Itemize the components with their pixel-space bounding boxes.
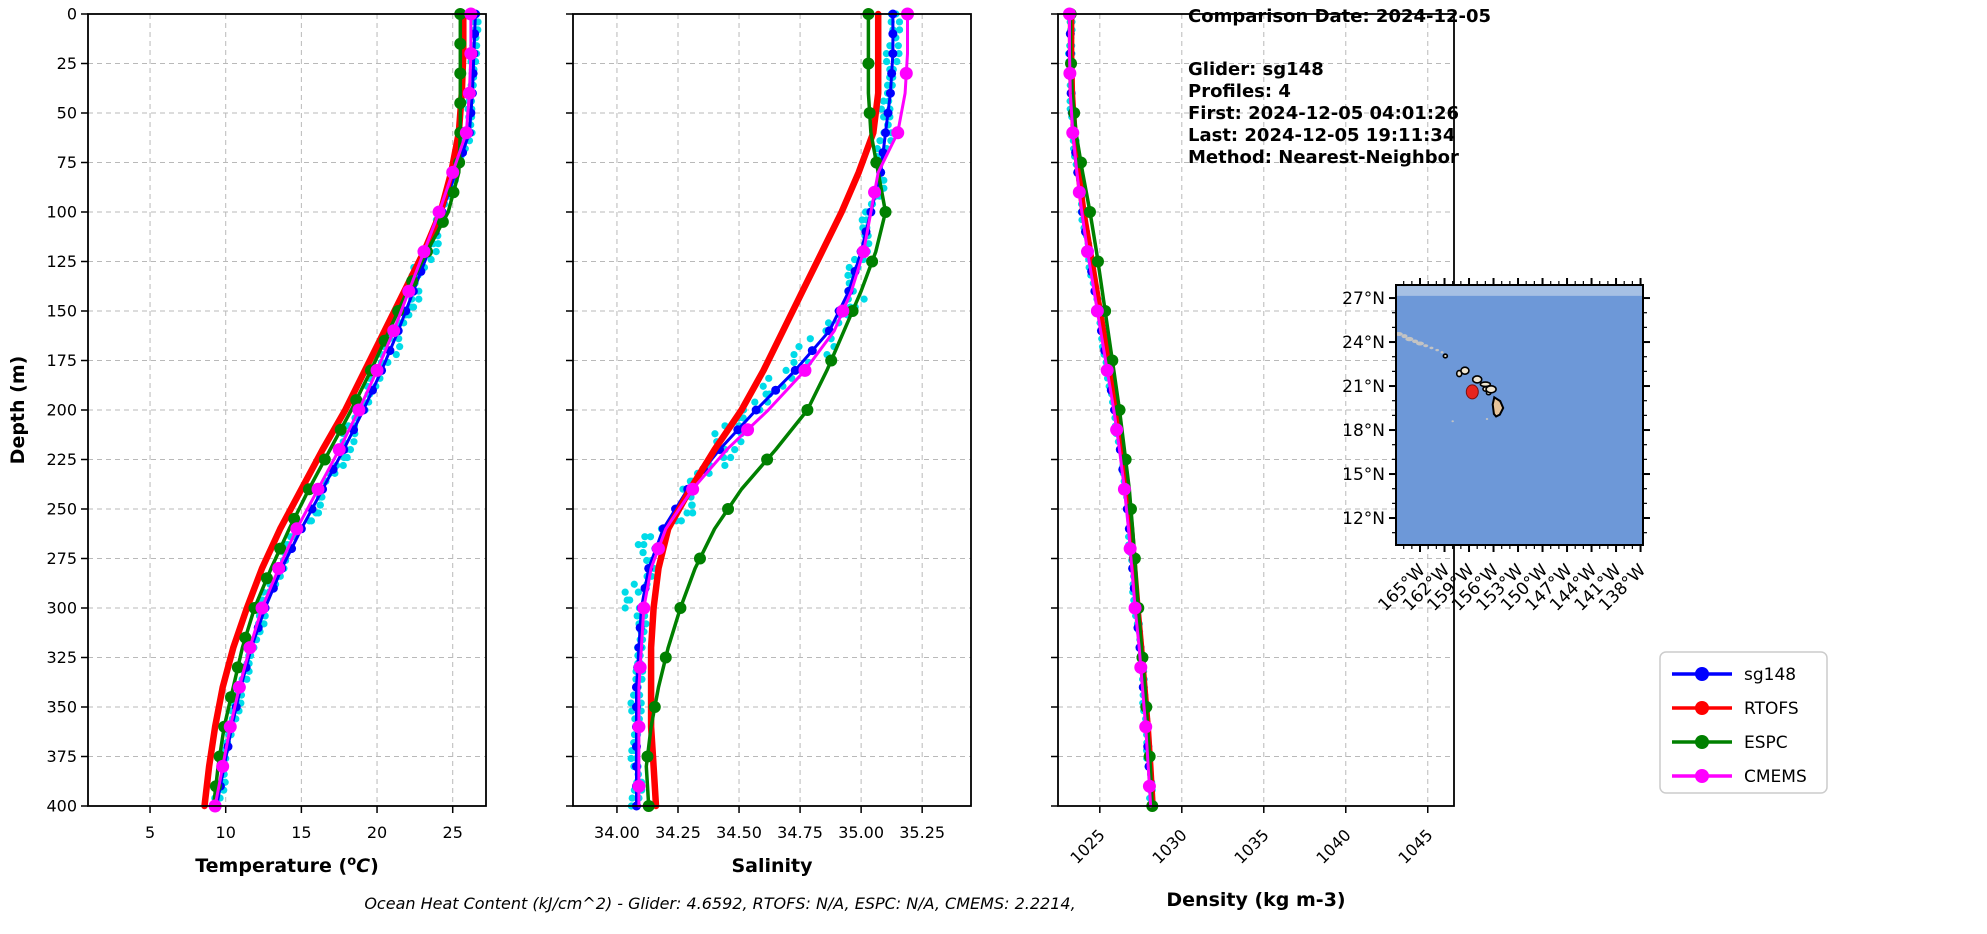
map-ticks <box>1389 278 1650 552</box>
north-ocean-band <box>1396 285 1643 296</box>
map-lat-tick-label: 21°N <box>1342 377 1385 397</box>
y-tick-label: 250 <box>46 500 77 519</box>
temperature-panel: 5 10 15 20 250255075100125150175200225250275… <box>7 5 487 877</box>
y-tick-label: 325 <box>46 648 77 667</box>
island-nihoa <box>1442 353 1449 359</box>
shoal-patch <box>1440 351 1444 354</box>
temperature-series-ESPC <box>209 8 467 808</box>
x-tick-label: 25 <box>443 823 463 842</box>
last-profile-time-text: Last: 2024-12-05 19:11:34 <box>1188 125 1456 146</box>
y-tick-label: 125 <box>46 252 77 271</box>
y-tick-label: 25 <box>57 54 77 73</box>
shoal-patch <box>1405 336 1414 342</box>
legend-marker-icon <box>1695 701 1709 715</box>
y-tick-label: 50 <box>57 104 77 123</box>
legend-entry-sg148: sg148 <box>1672 665 1796 685</box>
temperature-series-RTOFS <box>201 10 467 810</box>
depth-axis-label: Depth (m) <box>7 356 29 465</box>
ocean-heat-content-note: Ocean Heat Content (kJ/cm^2) - Glider: 4… <box>364 894 1076 913</box>
glider-position-marker <box>1465 384 1479 400</box>
ocean-area <box>1396 285 1643 545</box>
legend-entry-cmems: CMEMS <box>1672 767 1807 787</box>
legend-label: RTOFS <box>1744 699 1799 719</box>
y-tick-label: 200 <box>46 401 77 420</box>
profiles-count-text: Profiles: 4 <box>1188 81 1291 102</box>
legend-marker-icon <box>1695 769 1709 783</box>
y-tick-label: 275 <box>46 549 77 568</box>
info-panel: Comparison Date: 2024-12-05 Glider: sg14… <box>1188 6 1491 169</box>
salinity-panel: 34.00 34.25 34.50 34.75 35.00 35.25 Salinity <box>566 7 972 877</box>
temperature-series-CMEMS <box>208 7 478 813</box>
y-tick-label: 100 <box>46 203 77 222</box>
island-maui <box>1485 384 1497 394</box>
salinity-series-ESPC <box>641 8 892 812</box>
method-text: Method: Nearest-Neighbor <box>1188 147 1459 168</box>
salinity-series-RTOFS <box>647 10 882 810</box>
shoal-patch <box>1435 348 1439 352</box>
x-tick-label: 5 <box>145 823 155 842</box>
map-lat-tick-label: 12°N <box>1342 509 1385 529</box>
y-tick-label: 225 <box>46 450 77 469</box>
axes-ticks: 5 10 15 20 250255075100125150175200225250275… <box>46 5 462 843</box>
map-lat-tick-label: 18°N <box>1342 421 1385 441</box>
grid <box>88 13 486 807</box>
legend-marker-icon <box>1695 667 1709 681</box>
x-tick-label: 1040 <box>1312 825 1354 867</box>
map-lat-tick-label: 27°N <box>1342 289 1385 309</box>
axes-ticks: 34.00 34.25 34.50 34.75 35.00 35.25 <box>566 13 945 842</box>
comparison-date-text: Comparison Date: 2024-12-05 <box>1188 6 1492 27</box>
x-tick-label: 10 <box>216 823 236 842</box>
x-tick-label: 35.25 <box>899 823 945 842</box>
density-axis-label: Density (kg m-3) <box>1166 889 1345 911</box>
shoal-patch <box>1423 344 1429 348</box>
y-tick-label: 300 <box>46 599 77 618</box>
x-tick-label: 35.00 <box>838 823 884 842</box>
legend-label: sg148 <box>1744 665 1796 685</box>
shoal-patch <box>1401 334 1408 339</box>
temperature-axis-label: Temperature (oC) <box>195 854 379 877</box>
shoal-patch <box>1451 420 1454 423</box>
y-tick-label: 0 <box>67 5 77 24</box>
shoal-patch <box>1412 339 1419 344</box>
y-tick-label: 75 <box>57 153 77 172</box>
shoal-patch <box>1485 418 1489 421</box>
island-kauai <box>1460 366 1470 375</box>
location-map-panel: 27°N24°N21°N18°N15°N12°N165°W162°W159°W1… <box>1342 278 1650 615</box>
legend-entry-rtofs: RTOFS <box>1672 699 1799 719</box>
island-hawaii <box>1491 395 1505 418</box>
legend-box <box>1659 651 1828 794</box>
y-tick-label: 400 <box>46 797 77 816</box>
map-lat-tick-label: 15°N <box>1342 465 1385 485</box>
info-spacer <box>1188 28 1491 59</box>
x-tick-label: 20 <box>367 823 387 842</box>
x-tick-label: 1045 <box>1394 825 1436 867</box>
shoal-patch <box>1416 341 1425 346</box>
map-lat-tick-label: 24°N <box>1342 333 1385 353</box>
x-tick-label: 1035 <box>1230 825 1272 867</box>
shoal-patch <box>1429 346 1434 350</box>
x-tick-label: 15 <box>291 823 311 842</box>
first-profile-time-text: First: 2024-12-05 04:01:26 <box>1188 103 1460 124</box>
glider-name-text: Glider: sg148 <box>1188 59 1324 80</box>
x-tick-label: 34.00 <box>594 823 640 842</box>
y-tick-label: 150 <box>46 302 77 321</box>
legend: sg148 RTOFS ESPC CMEMS <box>1659 651 1828 794</box>
y-tick-label: 175 <box>46 351 77 370</box>
x-tick-label: 34.50 <box>716 823 762 842</box>
salinity-axis-label: Salinity <box>731 855 813 877</box>
x-tick-label: 34.75 <box>777 823 823 842</box>
y-tick-label: 350 <box>46 698 77 717</box>
x-tick-label: 1030 <box>1148 825 1190 867</box>
density-series-CMEMS <box>1062 7 1156 808</box>
legend-marker-icon <box>1695 735 1709 749</box>
x-tick-label: 34.25 <box>655 823 701 842</box>
y-tick-label: 375 <box>46 747 77 766</box>
legend-label: ESPC <box>1744 733 1788 753</box>
legend-label: CMEMS <box>1744 767 1807 787</box>
x-tick-label: 1025 <box>1066 825 1108 867</box>
island-oahu <box>1471 375 1483 384</box>
legend-entry-espc: ESPC <box>1672 733 1788 753</box>
